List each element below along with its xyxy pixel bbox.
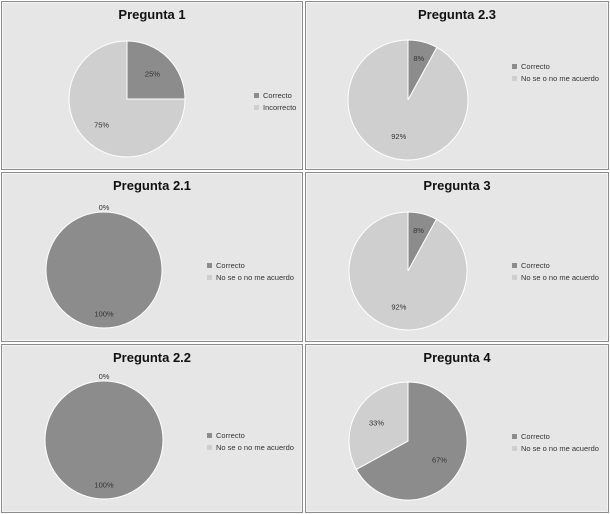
legend-item: Correcto <box>254 89 296 101</box>
pie-chart: 100% 0% <box>45 203 163 329</box>
pie-slice <box>355 381 468 501</box>
legend-label: No se o no me acuerdo <box>521 443 599 453</box>
legend-item: Correcto <box>512 60 599 72</box>
legend-label: Correcto <box>521 431 550 441</box>
pie-slice <box>348 381 409 471</box>
pie-slice <box>45 211 163 329</box>
pie-chart: 8% 92% <box>347 39 469 161</box>
legend-swatch <box>512 433 517 439</box>
chart-title: Pregunta 2.3 <box>417 7 497 22</box>
chart-panel-pregunta-2-2: Pregunta 2.2 100% 0% Correcto No se o no … <box>1 344 303 513</box>
pie-chart: 8% 92% <box>348 211 468 331</box>
legend-swatch <box>512 262 517 268</box>
legend-label: Correcto <box>216 430 245 440</box>
data-label: 67% <box>432 456 447 465</box>
chart-legend: Correcto No se o no me acuerdo <box>512 259 599 283</box>
legend-swatch <box>254 92 259 98</box>
chart-legend: Correcto Incorrecto <box>254 89 296 113</box>
chart-panel-pregunta-3: Pregunta 3 8% 92% Correcto No se o no me … <box>305 172 609 342</box>
legend-label: Correcto <box>216 260 245 270</box>
legend-label: Correcto <box>263 90 292 100</box>
legend-swatch <box>207 432 212 438</box>
legend-item: Correcto <box>512 430 599 442</box>
chart-panel-pregunta-2-3: Pregunta 2.3 8% 92% Correcto No se o no m… <box>305 1 609 170</box>
pie-slice <box>68 40 186 158</box>
legend-item: Incorrecto <box>254 101 296 113</box>
legend-item: No se o no me acuerdo <box>207 441 294 453</box>
data-label: 92% <box>391 302 406 311</box>
legend-label: Correcto <box>521 61 550 71</box>
data-label: 0% <box>99 203 110 212</box>
data-label: 0% <box>99 372 110 381</box>
chart-title: Pregunta 4 <box>423 350 491 365</box>
chart-panel-pregunta-1: Pregunta 1 25% 75% Correcto Incorrecto <box>1 1 303 170</box>
legend-swatch <box>512 75 517 81</box>
pie-slice <box>348 211 468 331</box>
pie-slice <box>44 380 164 500</box>
chart-title: Pregunta 3 <box>423 178 491 193</box>
legend-item: Correcto <box>207 429 294 441</box>
pie-slice <box>347 39 469 161</box>
legend-item: No se o no me acuerdo <box>207 271 294 283</box>
legend-swatch <box>512 445 517 451</box>
pie-chart: 67% 33% <box>348 381 468 501</box>
legend-label: No se o no me acuerdo <box>521 272 599 282</box>
legend-item: Correcto <box>512 259 599 271</box>
legend-label: Correcto <box>521 260 550 270</box>
data-label: 8% <box>413 226 424 235</box>
chart-panel-pregunta-4: Pregunta 4 67% 33% Correcto No se o no me… <box>305 344 609 513</box>
chart-panel-pregunta-2-1: Pregunta 2.1 100% 0% Correcto No se o no … <box>1 172 303 342</box>
chart-legend: Correcto No se o no me acuerdo <box>512 60 599 84</box>
legend-label: No se o no me acuerdo <box>216 442 294 452</box>
pie-chart: 100% 0% <box>44 372 164 500</box>
data-label: 100% <box>94 480 114 489</box>
pie-slice <box>126 40 186 100</box>
legend-item: No se o no me acuerdo <box>512 271 599 283</box>
data-label: 25% <box>145 70 160 79</box>
data-label: 92% <box>391 132 406 141</box>
chart-legend: Correcto No se o no me acuerdo <box>512 430 599 454</box>
legend-swatch <box>207 274 212 280</box>
chart-legend: Correcto No se o no me acuerdo <box>207 259 294 283</box>
legend-swatch <box>207 444 212 450</box>
data-label: 8% <box>413 54 424 63</box>
legend-item: No se o no me acuerdo <box>512 442 599 454</box>
legend-swatch <box>254 104 259 110</box>
legend-label: Incorrecto <box>263 102 297 112</box>
legend-swatch <box>512 63 517 69</box>
data-label: 75% <box>94 120 109 129</box>
legend-label: No se o no me acuerdo <box>521 73 599 83</box>
data-label: 100% <box>94 310 114 319</box>
pie-chart: 25% 75% <box>68 40 186 158</box>
data-label: 33% <box>369 418 384 427</box>
chart-title: Pregunta 2.2 <box>112 350 192 365</box>
chart-legend: Correcto No se o no me acuerdo <box>207 429 294 453</box>
legend-item: No se o no me acuerdo <box>512 72 599 84</box>
legend-item: Correcto <box>207 259 294 271</box>
chart-title: Pregunta 2.1 <box>112 178 192 193</box>
legend-swatch <box>207 262 212 268</box>
chart-title: Pregunta 1 <box>118 7 186 22</box>
legend-swatch <box>512 274 517 280</box>
legend-label: No se o no me acuerdo <box>216 272 294 282</box>
